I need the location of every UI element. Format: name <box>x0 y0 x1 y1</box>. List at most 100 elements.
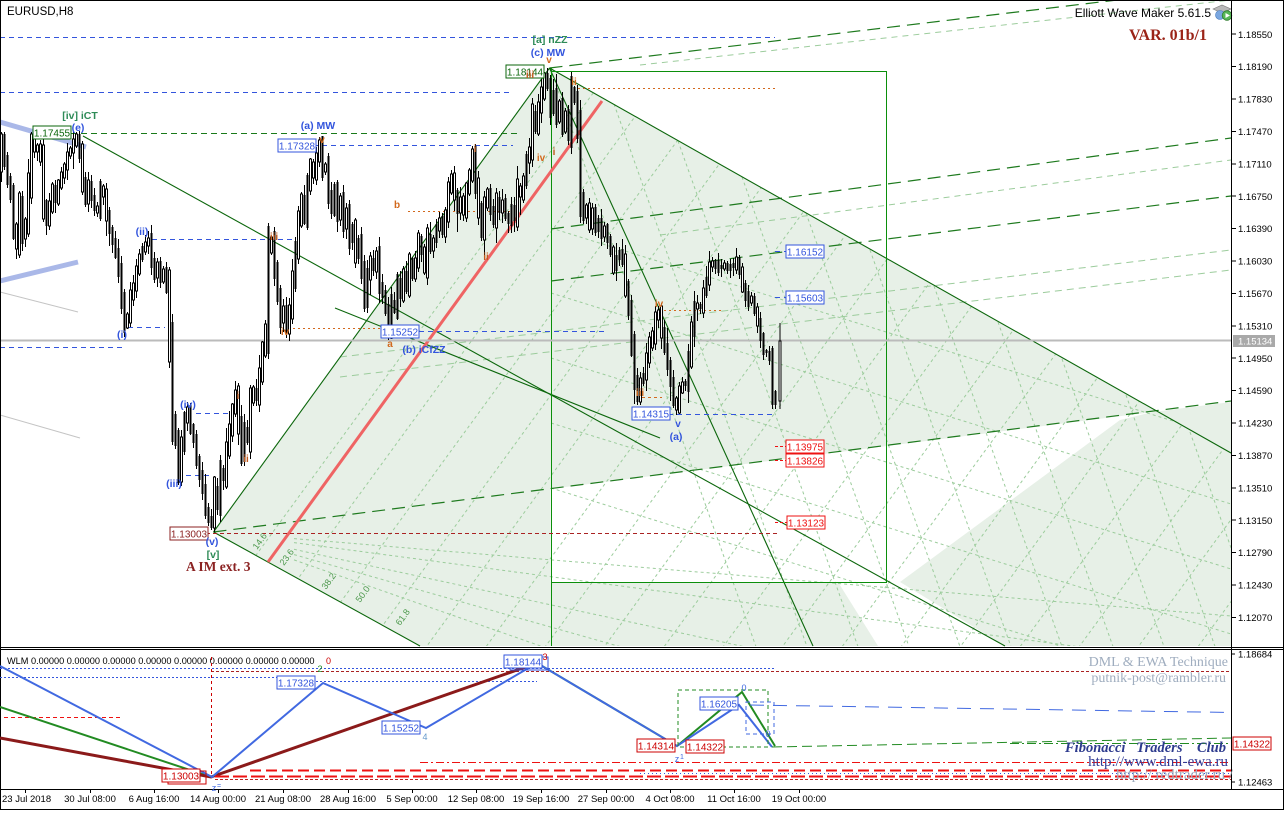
svg-text:1.16030: 1.16030 <box>1238 257 1272 268</box>
svg-text:(ii): (ii) <box>136 226 149 238</box>
svg-text:27 Sep 00:00: 27 Sep 00:00 <box>578 794 635 805</box>
svg-text:1.17470: 1.17470 <box>1238 127 1272 138</box>
svg-text:iv: iv <box>281 327 290 338</box>
svg-text:1.15310: 1.15310 <box>1238 321 1272 332</box>
svg-text:2: 2 <box>317 664 322 674</box>
svg-text:b: b <box>394 200 400 211</box>
svg-text:1.13510: 1.13510 <box>1238 483 1272 494</box>
svg-text:a: a <box>387 339 393 350</box>
svg-text:v: v <box>675 419 681 430</box>
svg-text:1.13150: 1.13150 <box>1238 516 1272 527</box>
svg-text:1: 1 <box>680 754 684 761</box>
svg-text:4 Oct 08:00: 4 Oct 08:00 <box>645 794 694 805</box>
svg-text:ii: ii <box>483 252 489 263</box>
svg-text:1.13975: 1.13975 <box>787 443 824 454</box>
svg-text:v: v <box>546 55 552 66</box>
svg-text:19 Sep 16:00: 19 Sep 16:00 <box>513 794 570 805</box>
svg-text:(a) MW: (a) MW <box>301 120 335 132</box>
svg-text:1.16390: 1.16390 <box>1238 224 1272 235</box>
svg-text:23 Jul 2018: 23 Jul 2018 <box>2 794 51 805</box>
svg-text:i: i <box>553 147 556 158</box>
svg-text:ii: ii <box>571 77 577 88</box>
svg-text:[a] nZZ: [a] nZZ <box>533 34 569 46</box>
svg-text:(e): (e) <box>72 122 85 134</box>
svg-text:30 Jul 08:00: 30 Jul 08:00 <box>64 794 116 805</box>
svg-text:19 Oct 00:00: 19 Oct 00:00 <box>772 794 826 805</box>
svg-text:1.16750: 1.16750 <box>1238 192 1272 203</box>
svg-text:1.18144: 1.18144 <box>505 658 542 669</box>
svg-text:iv: iv <box>537 153 546 164</box>
svg-text:1.13003: 1.13003 <box>163 772 200 783</box>
svg-text:1.18190: 1.18190 <box>1238 62 1272 73</box>
svg-text:(v): (v) <box>206 536 219 548</box>
svg-text:1.16205: 1.16205 <box>701 700 738 711</box>
svg-text:0: 0 <box>326 656 331 666</box>
svg-text:1.15134: 1.15134 <box>1238 337 1272 348</box>
svg-text:iii: iii <box>270 232 279 243</box>
svg-text:0: 0 <box>741 683 746 693</box>
svg-text:http://www.dml-ewa.ru: http://www.dml-ewa.ru <box>1088 754 1228 770</box>
svg-text:6 Aug 16:00: 6 Aug 16:00 <box>129 794 180 805</box>
svg-text:(a): (a) <box>670 431 683 443</box>
svg-text:putnik-post@rambler.ru: putnik-post@rambler.ru <box>1091 671 1226 686</box>
svg-text:21 Aug 08:00: 21 Aug 08:00 <box>255 794 311 805</box>
svg-text:WLM 0.00000 0.00000 0.00000 0.: WLM 0.00000 0.00000 0.00000 0.00000 0.00… <box>7 656 315 666</box>
svg-text:[v]: [v] <box>207 549 220 561</box>
svg-text:1.17328: 1.17328 <box>278 679 315 690</box>
svg-text:1.13870: 1.13870 <box>1238 451 1272 462</box>
svg-text:VAR. 01b/1: VAR. 01b/1 <box>1129 27 1207 44</box>
svg-text:=: = <box>217 783 221 790</box>
svg-text:[iv] iCT: [iv] iCT <box>62 110 98 122</box>
svg-text:Elliott Wave Maker 5.61.5: Elliott Wave Maker 5.61.5 <box>1075 6 1212 20</box>
svg-text:1.14322: 1.14322 <box>687 743 724 754</box>
svg-text:1.16152: 1.16152 <box>787 248 824 259</box>
svg-text:1.14314: 1.14314 <box>638 742 675 753</box>
svg-text:http:// redtrader.ru /: http:// redtrader.ru / <box>1116 767 1234 783</box>
svg-text:(iv): (iv) <box>180 399 196 411</box>
svg-text:1.14230: 1.14230 <box>1238 419 1272 430</box>
svg-text:11 Oct 16:00: 11 Oct 16:00 <box>707 794 761 805</box>
svg-text:28 Aug 16:00: 28 Aug 16:00 <box>320 794 376 805</box>
svg-text:5 Sep 00:00: 5 Sep 00:00 <box>386 794 437 805</box>
svg-text:1.17455: 1.17455 <box>34 129 71 140</box>
svg-text:(b) iCfZZ: (b) iCfZZ <box>402 344 446 356</box>
svg-text:(c) MW: (c) MW <box>531 47 565 59</box>
svg-text:i: i <box>474 144 477 155</box>
svg-text:1.17328: 1.17328 <box>279 142 316 153</box>
svg-text:(i): (i) <box>117 329 127 341</box>
svg-text:z: z <box>212 783 217 793</box>
svg-text:1.17830: 1.17830 <box>1238 95 1272 106</box>
svg-text:1.14590: 1.14590 <box>1238 386 1272 397</box>
svg-text:1.17110: 1.17110 <box>1238 159 1272 170</box>
svg-text:iv: iv <box>655 299 664 310</box>
svg-text:3: 3 <box>542 652 547 662</box>
svg-text:1.13003: 1.13003 <box>171 530 208 541</box>
svg-text:1.14950: 1.14950 <box>1238 354 1272 365</box>
svg-text:iii: iii <box>526 70 535 81</box>
svg-text:1.14315: 1.14315 <box>633 410 670 421</box>
svg-text:Fibonacci Traders Club: Fibonacci Traders Club <box>1064 740 1226 756</box>
svg-text:ii: ii <box>243 454 249 465</box>
svg-text:1.12070: 1.12070 <box>1238 613 1272 624</box>
svg-text:0: 0 <box>765 729 770 739</box>
svg-text:14 Aug 00:00: 14 Aug 00:00 <box>190 794 246 805</box>
svg-text:4: 4 <box>422 732 427 742</box>
svg-text:A IM ext. 3: A IM ext. 3 <box>186 559 251 574</box>
svg-text:1.15603: 1.15603 <box>787 294 824 305</box>
svg-text:1.15670: 1.15670 <box>1238 289 1272 300</box>
svg-text:i: i <box>237 391 240 402</box>
svg-text:1.14322: 1.14322 <box>1234 740 1271 751</box>
svg-text:v: v <box>319 135 325 146</box>
svg-text:(iii): (iii) <box>166 478 182 490</box>
svg-text:1.13123: 1.13123 <box>788 519 825 530</box>
svg-text:12 Sep 08:00: 12 Sep 08:00 <box>448 794 505 805</box>
svg-text:iii: iii <box>636 388 645 399</box>
svg-text:EURUSD,H8: EURUSD,H8 <box>7 6 73 18</box>
svg-text:1.12790: 1.12790 <box>1238 548 1272 559</box>
svg-text:1.18144: 1.18144 <box>507 68 544 79</box>
svg-text:1.12430: 1.12430 <box>1238 581 1272 592</box>
svg-text:z: z <box>675 754 680 764</box>
svg-text:1.15252: 1.15252 <box>382 328 419 339</box>
svg-text:1.18550: 1.18550 <box>1238 30 1272 41</box>
svg-text:DML & EWA Technique: DML & EWA Technique <box>1089 655 1228 670</box>
